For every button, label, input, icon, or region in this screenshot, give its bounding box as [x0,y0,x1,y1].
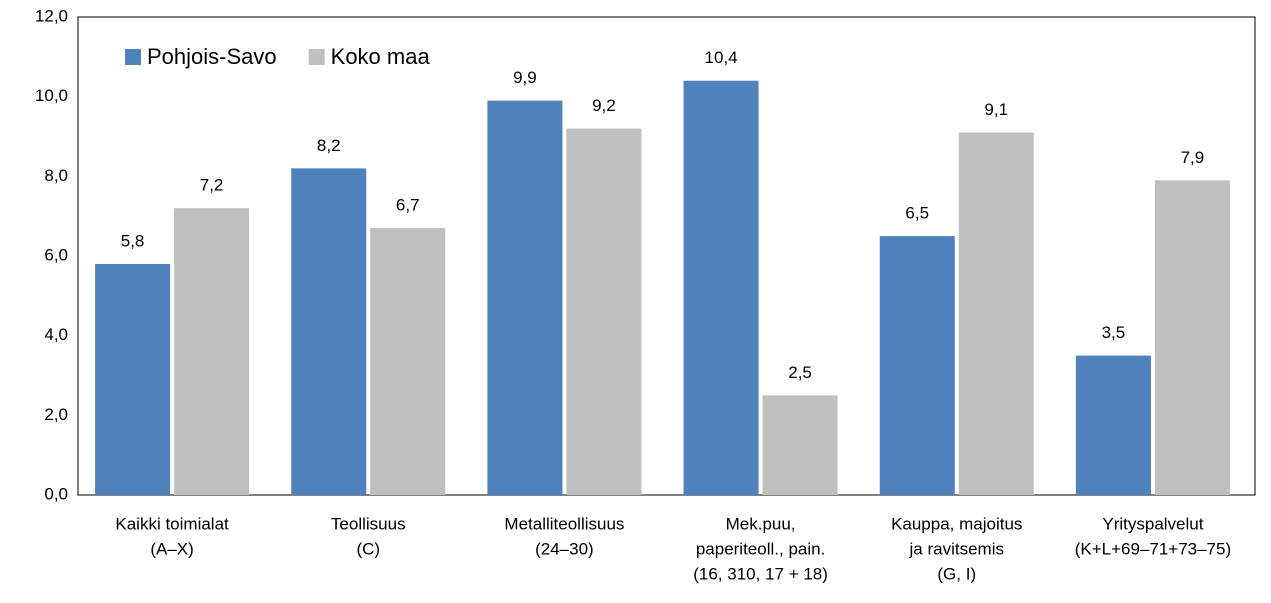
data-label: 9,9 [513,68,537,87]
bar [370,228,446,495]
legend-swatch [308,49,325,65]
x-tick-label: Kaikki toimialat [115,514,229,533]
x-tick-label: (G, I) [937,564,976,583]
x-tick-label: (A–X) [150,539,193,558]
y-tick-label: 10,0 [35,86,68,105]
bar [958,132,1034,495]
x-tick-label: (C) [356,539,380,558]
data-label: 9,2 [592,96,616,115]
bar [291,168,367,495]
x-tick-label: Yrityspalvelut [1102,514,1203,533]
data-label: 10,4 [705,48,738,67]
bar [566,128,642,496]
bar [95,263,171,495]
bar [879,236,955,496]
legend-swatch [125,49,141,65]
y-tick-label: 4,0 [44,325,68,344]
x-tick-label: Metalliteollisuus [504,514,624,533]
data-label: 9,1 [984,100,1008,119]
bar [174,208,250,495]
legend-label: Koko maa [331,44,431,69]
x-tick-label: Mek.puu, [726,514,796,533]
data-label: 5,8 [121,231,145,250]
legend-label: Pohjois-Savo [147,44,277,69]
data-label: 6,5 [905,204,929,223]
y-tick-label: 2,0 [44,405,68,424]
y-tick-label: 8,0 [44,166,68,185]
x-tick-label: paperiteoll., pain. [696,539,825,558]
x-tick-label: ja ravitsemis [909,539,1004,558]
plot-frame [77,16,1256,496]
x-tick-label: (K+L+69–71+73–75) [1075,539,1231,558]
y-tick-label: 0,0 [44,484,68,503]
data-label: 6,7 [396,196,420,215]
bar [683,80,759,495]
x-tick-label: Kauppa, majoitus [891,514,1022,533]
data-label: 7,9 [1181,148,1205,167]
bar [1154,180,1230,496]
x-tick-label: (16, 310, 17 + 18) [693,564,828,583]
bar [487,100,563,496]
data-label: 7,2 [200,176,224,195]
y-tick-label: 12,0 [35,6,68,25]
data-label: 2,5 [788,363,812,382]
y-tick-label: 6,0 [44,245,68,264]
x-tick-label: Teollisuus [331,514,406,533]
bar [1075,355,1151,495]
x-tick-label: (24–30) [535,539,594,558]
bar [762,395,838,495]
data-label: 3,5 [1102,323,1126,342]
data-label: 8,2 [317,136,341,155]
